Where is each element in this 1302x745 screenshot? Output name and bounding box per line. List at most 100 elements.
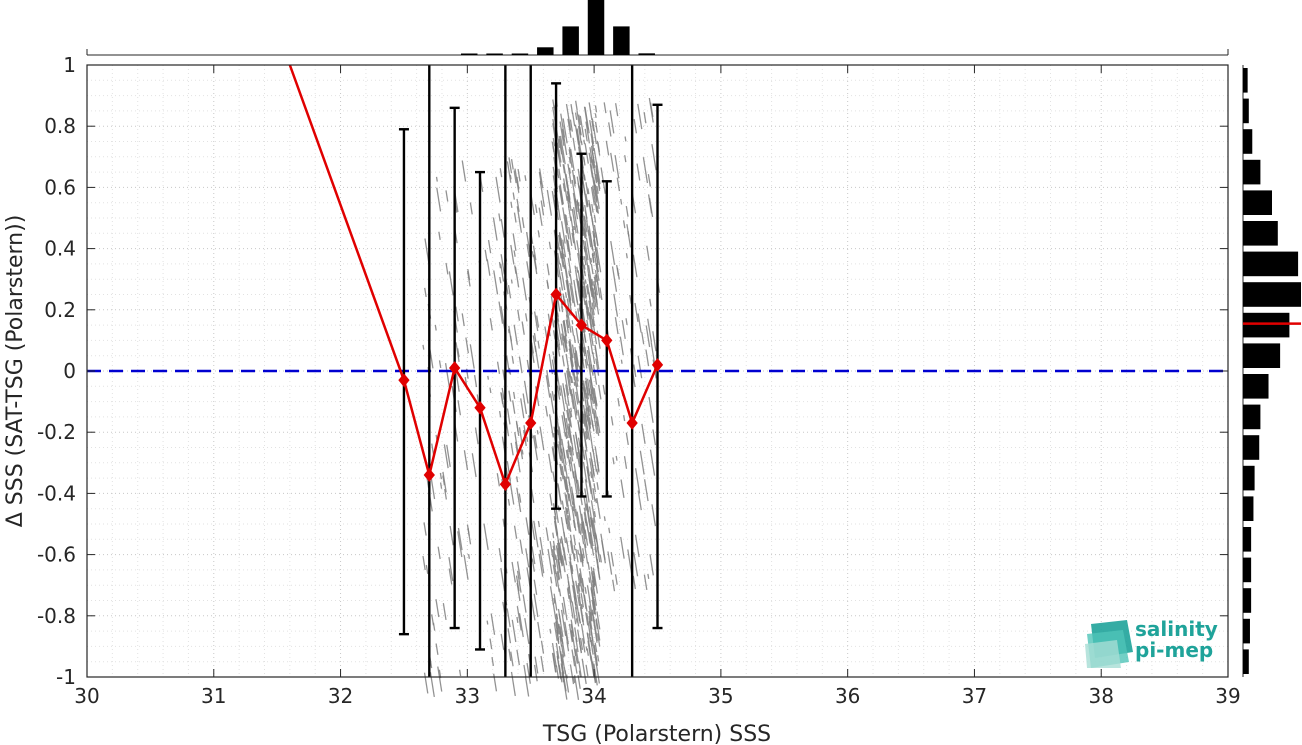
scatter-streak: [559, 276, 564, 291]
right-hist-bar: [1243, 404, 1261, 430]
y-tick-label: -0.2: [37, 420, 76, 444]
right-hist-bar: [1243, 374, 1269, 399]
scatter-streak: [461, 160, 467, 182]
scatter-streak: [577, 594, 581, 606]
scatter-streak: [582, 461, 588, 483]
scatter-streak: [461, 313, 465, 327]
scatter-streak: [581, 638, 586, 653]
scatter-streak: [516, 198, 520, 212]
scatter-streak: [591, 459, 595, 476]
scatter-streak: [566, 306, 572, 333]
scatter-streak: [619, 336, 624, 356]
scatter-streak: [538, 171, 542, 185]
scatter-streak: [597, 362, 600, 370]
scatter-streak: [455, 306, 459, 322]
scatter-streak: [596, 565, 601, 580]
scatter-streak: [595, 161, 601, 185]
scatter-streak: [568, 481, 574, 505]
x-tick-label: 32: [328, 684, 353, 708]
scatter-streak: [588, 620, 591, 626]
scatter-streak: [552, 330, 556, 340]
scatter-streak: [558, 623, 562, 639]
scatter-streak: [637, 103, 643, 130]
scatter-streak: [572, 581, 578, 604]
scatter-streak: [568, 595, 574, 619]
scatter-streak: [585, 664, 589, 677]
scatter-streak: [534, 656, 539, 674]
scatter-streak: [608, 527, 611, 534]
scatter-streak: [583, 256, 587, 266]
mean-marker: [474, 400, 486, 415]
scatter-streak: [570, 389, 573, 394]
scatter-streak: [568, 226, 573, 246]
scatter-streak: [585, 612, 589, 626]
scatter-streak: [551, 642, 557, 668]
scatter-streak: [571, 585, 578, 610]
mean-marker: [423, 468, 435, 482]
scatter-streak: [585, 377, 590, 396]
scatter-streak: [560, 251, 563, 259]
scatter-streak: [591, 307, 596, 327]
scatter-streak: [498, 410, 502, 418]
scatter-streak: [570, 285, 576, 307]
scatter-streak: [584, 518, 587, 524]
scatter-streak: [516, 649, 520, 666]
right-hist-bar: [1243, 496, 1254, 521]
scatter-streak: [518, 356, 523, 374]
top-hist-bar: [587, 0, 605, 55]
scatter-streak: [573, 545, 576, 551]
scatter-streak: [573, 371, 577, 388]
scatter-streak: [590, 658, 595, 676]
scatter-streak: [613, 293, 619, 317]
scatter-streak: [570, 376, 574, 384]
scatter-streak: [568, 156, 572, 164]
scatter-streak: [540, 200, 545, 216]
scatter-streak: [590, 588, 596, 615]
scatter-streak: [561, 644, 565, 658]
scatter-streak: [567, 426, 572, 443]
mean-marker: [525, 416, 537, 430]
top-hist-bar: [486, 53, 503, 55]
scatter-streak: [560, 256, 564, 268]
scatter-streak: [584, 128, 588, 142]
scatter-streak: [510, 159, 514, 170]
scatter-streak: [565, 494, 571, 521]
scatter-streak: [591, 253, 595, 264]
scatter-streak: [563, 320, 567, 333]
scatter-streak: [547, 548, 553, 575]
scatter-streak: [592, 408, 596, 419]
scatter-streak: [589, 531, 595, 556]
x-tick-label: 37: [962, 684, 987, 708]
scatter-streak: [448, 568, 453, 585]
scatter-streak: [545, 527, 549, 541]
scatter-streak: [555, 545, 560, 564]
scatter-streak: [633, 552, 639, 577]
right-hist-bar: [1243, 190, 1272, 215]
scatter-streak: [502, 518, 506, 527]
scatter-streak: [595, 618, 601, 641]
scatter-streak: [570, 393, 575, 409]
scatter-streak: [575, 564, 581, 587]
scatter-streak: [495, 176, 501, 203]
scatter-streak: [573, 534, 577, 546]
scatter-streak: [522, 594, 527, 613]
scatter-streak: [512, 400, 516, 414]
scatter-streak: [561, 438, 566, 459]
scatter-streak: [593, 281, 598, 303]
scatter-streak: [646, 245, 650, 261]
scatter-streak: [575, 327, 580, 344]
scatter-streak: [581, 411, 586, 427]
scatter-streak: [576, 240, 580, 257]
scatter-streak: [593, 619, 599, 641]
scatter-streak: [569, 456, 575, 479]
scatter-streak: [540, 655, 545, 672]
scatter-streak: [448, 557, 454, 582]
scatter-streak: [591, 580, 598, 606]
scatter-streak: [564, 492, 568, 507]
scatter-streak: [616, 267, 620, 280]
scatter-streak: [492, 217, 498, 241]
scatter-streak: [553, 520, 558, 537]
scatter-streak: [526, 436, 529, 442]
scatter-streak: [583, 413, 589, 439]
scatter-streak: [513, 525, 518, 539]
